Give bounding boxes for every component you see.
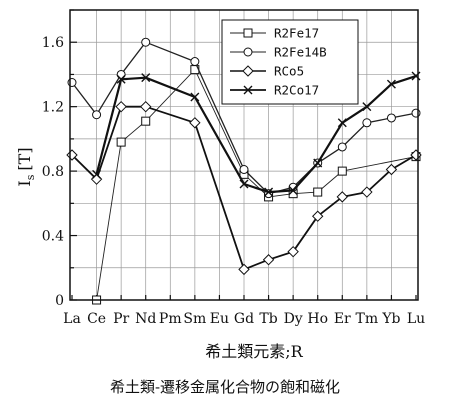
- plot-frame: [69, 9, 419, 301]
- legend-marker-rco5: [242, 65, 254, 77]
- series-point-r2co17-gd: [239, 179, 249, 189]
- legend-label-rco5: RCo5: [274, 64, 304, 79]
- x-tick-label-er: Er: [334, 311, 351, 327]
- x-tick-label-yb: Yb: [381, 311, 400, 327]
- series-point-r2fe14b-gd: [239, 165, 249, 174]
- series-point-r2fe14b-ce: [92, 110, 102, 120]
- legend: R2Fe17 R2Fe14B RCo5 R2Co17: [221, 19, 359, 105]
- series-point-r2fe14b-tm: [362, 118, 372, 128]
- figure-caption: 希土類-遷移金属化合物の飽和磁化: [110, 378, 340, 396]
- series-line-r2fe17: [96, 69, 417, 301]
- series-point-r2fe17-er: [337, 166, 347, 176]
- series-point-r2fe14b-nd: [141, 37, 151, 47]
- legend-item-r2fe14b: R2Fe14B: [230, 45, 327, 60]
- x-tick-label-tb: Tb: [259, 311, 277, 327]
- x-tick-label-sm: Sm: [183, 311, 206, 327]
- y-tick-labels: 0 0.4 0.8 1.2 1.6: [42, 35, 64, 309]
- series-point-rco5-yb: [385, 163, 398, 176]
- series-point-r2co17-tb: [264, 187, 274, 197]
- y-tick-label: 0.8: [42, 164, 64, 180]
- series-point-rco5-pr: [115, 100, 127, 113]
- series-point-r2fe14b-sm: [190, 57, 200, 67]
- series-rco5: [66, 100, 422, 276]
- y-axis-label: Is [T]: [15, 147, 37, 186]
- x-tick-label-dy: Dy: [284, 311, 303, 327]
- x-axis-label: 希土類元素;R: [205, 342, 303, 361]
- x-tick-label-ce: Ce: [87, 311, 106, 327]
- series-layer: [66, 37, 422, 305]
- x-tick-labels: La Ce Pr Nd Pm Sm Eu Gd Tb Dy Ho Er Tm Yb Lu: [63, 311, 425, 327]
- series-point-r2fe17-nd: [141, 116, 151, 126]
- series-point-rco5-tm: [361, 186, 373, 198]
- series-point-r2co17-pr: [116, 74, 126, 84]
- y-axis-label-main: I: [15, 180, 34, 186]
- series-point-rco5-gd: [238, 263, 250, 276]
- series-point-r2fe14b-er: [337, 142, 347, 152]
- series-point-r2co17-er: [337, 118, 347, 128]
- legend-label-r2fe14b: R2Fe14B: [274, 45, 327, 60]
- series-point-r2fe14b-la: [67, 78, 77, 87]
- series-point-r2co17-dy: [288, 185, 298, 195]
- series-point-r2co17-tm: [362, 102, 372, 112]
- series-point-r2co17-ce: [92, 169, 102, 179]
- x-tick-label-ho: Ho: [307, 311, 328, 327]
- series-r2co17: [92, 71, 421, 197]
- x-tick-label-lu: Lu: [407, 311, 425, 327]
- x-tick-label-pr: Pr: [113, 311, 129, 327]
- series-point-rco5-er: [336, 191, 348, 203]
- series-point-rco5-sm: [189, 117, 201, 129]
- series-point-r2fe17-ho: [313, 187, 323, 197]
- y-tick-label: 1.2: [42, 100, 64, 116]
- legend-label-r2fe17: R2Fe17: [274, 26, 319, 41]
- y-axis-label-unit: [T]: [15, 147, 34, 170]
- y-tick-label: 0: [55, 293, 64, 309]
- series-point-r2fe14b-lu: [411, 108, 421, 118]
- series-point-rco5-ho: [312, 210, 324, 222]
- series-point-rco5-dy: [287, 245, 299, 258]
- x-tick-label-la: La: [63, 311, 81, 327]
- legend-item-r2fe17: R2Fe17: [230, 26, 319, 41]
- series-point-r2fe14b-yb: [386, 113, 396, 123]
- series-point-r2co17-ho: [313, 158, 323, 168]
- series-point-rco5-nd: [140, 100, 152, 113]
- legend-marker-r2fe17: [243, 28, 253, 38]
- series-point-rco5-tb: [262, 254, 275, 266]
- x-tick-label-pm: Pm: [159, 311, 182, 327]
- legend-item-rco5: RCo5: [230, 64, 304, 79]
- series-point-r2co17-nd: [141, 73, 151, 83]
- y-tick-label: 0.4: [42, 229, 64, 245]
- legend-item-r2co17: R2Co17: [230, 83, 319, 98]
- legend-label-r2co17: R2Co17: [274, 83, 319, 98]
- y-axis-label-text: Is [T]: [15, 147, 37, 186]
- series-point-r2co17-sm: [190, 92, 200, 102]
- x-tick-label-eu: Eu: [210, 311, 229, 327]
- y-axis-label-subscript: s: [24, 174, 37, 180]
- series-point-r2co17-yb: [386, 79, 396, 89]
- x-tick-label-tm: Tm: [356, 311, 379, 327]
- x-tick-label-gd: Gd: [234, 311, 254, 327]
- y-tick-label: 1.6: [42, 35, 64, 51]
- series-point-r2fe17-pr: [116, 137, 126, 147]
- x-tick-label-nd: Nd: [135, 311, 156, 327]
- legend-marker-r2co17: [243, 85, 253, 95]
- legend-marker-r2fe14b: [243, 47, 253, 57]
